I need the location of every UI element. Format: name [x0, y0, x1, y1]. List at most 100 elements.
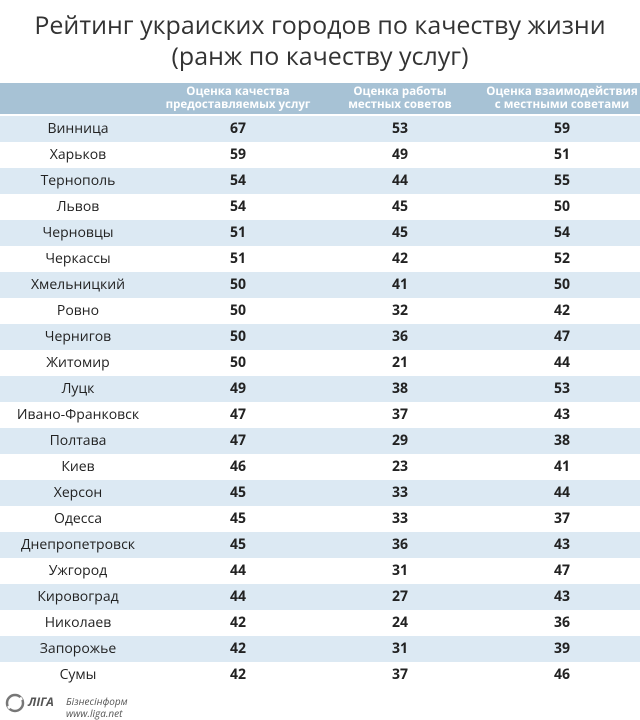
column-header-line: Оценка работы	[353, 84, 447, 99]
score-cell: 38	[391, 379, 408, 398]
city-cell: Херсон	[53, 483, 103, 502]
score-cell: 47	[553, 561, 570, 580]
table-row: Днепропетровск 45 36 43	[0, 532, 640, 558]
table-row: Сумы 42 37 46	[0, 662, 640, 688]
score-cell: 43	[553, 587, 570, 606]
footer: ЛIГА Бізнесінформ www.liga.net	[4, 690, 204, 720]
score-cell: 53	[391, 119, 408, 138]
score-cell: 59	[229, 145, 246, 164]
score-cell: 54	[553, 223, 570, 242]
city-cell: Львов	[56, 197, 100, 216]
city-cell: Луцк	[61, 379, 95, 398]
score-cell: 36	[391, 535, 408, 554]
table-row: Луцк 49 38 53	[0, 376, 640, 402]
score-cell: 21	[391, 353, 408, 372]
score-cell: 33	[391, 509, 408, 528]
score-cell: 50	[553, 275, 570, 294]
table-row: Хмельницкий 50 41 50	[0, 272, 640, 298]
score-cell: 49	[229, 379, 246, 398]
score-cell: 37	[391, 665, 408, 684]
table-row: Львов 54 45 50	[0, 194, 640, 220]
score-cell: 33	[391, 483, 408, 502]
city-cell: Винница	[47, 119, 109, 138]
score-cell: 41	[391, 275, 408, 294]
score-cell: 55	[553, 171, 570, 190]
table-row: Житомир 50 21 44	[0, 350, 640, 376]
table-row: Киев 46 23 41	[0, 454, 640, 480]
city-cell: Днепропетровск	[20, 535, 136, 554]
score-cell: 51	[229, 249, 246, 268]
city-cell: Киев	[61, 457, 95, 476]
score-cell: 50	[229, 275, 246, 294]
city-cell: Ивано-Франковск	[16, 405, 140, 424]
table-row: Черкассы 51 42 52	[0, 246, 640, 272]
logo-icon	[5, 693, 25, 713]
score-cell: 44	[229, 561, 246, 580]
city-cell: Полтава	[49, 431, 107, 450]
score-cell: 50	[229, 327, 246, 346]
score-cell: 42	[229, 613, 246, 632]
score-cell: 45	[229, 509, 246, 528]
score-cell: 50	[553, 197, 570, 216]
score-cell: 67	[229, 119, 246, 138]
table-row: Харьков 59 49 51	[0, 142, 640, 168]
city-cell: Хмельницкий	[30, 275, 126, 294]
score-cell: 37	[553, 509, 570, 528]
score-cell: 42	[391, 249, 408, 268]
city-cell: Харьков	[49, 145, 107, 164]
column-header-line: местных советов	[348, 97, 452, 112]
score-cell: 54	[229, 171, 246, 190]
score-cell: 49	[391, 145, 408, 164]
city-cell: Тернополь	[40, 171, 116, 190]
table-row: Запорожье 42 31 39	[0, 636, 640, 662]
column-header: Оценка качества предоставляемых услуг	[148, 85, 328, 111]
score-cell: 44	[553, 353, 570, 372]
column-header-line: Оценка взаимодействия	[486, 84, 638, 99]
score-cell: 46	[553, 665, 570, 684]
score-cell: 52	[553, 249, 570, 268]
score-cell: 44	[553, 483, 570, 502]
table-body: Винница 67 53 59 Харьков 59 49 51 Тернополь 54 44 5…	[0, 116, 640, 688]
score-cell: 51	[229, 223, 246, 242]
city-cell: Ужгород	[48, 561, 108, 580]
table-row: Черновцы 51 45 54	[0, 220, 640, 246]
table-header: Оценка качества предоставляемых услуг Оцен…	[0, 83, 640, 114]
city-cell: Сумы	[59, 665, 97, 684]
score-cell: 24	[391, 613, 408, 632]
score-cell: 42	[553, 301, 570, 320]
score-cell: 23	[391, 457, 408, 476]
city-cell: Николаев	[44, 613, 112, 632]
table-row: Одесса 45 33 37	[0, 506, 640, 532]
table-row: Ровно 50 32 42	[0, 298, 640, 324]
url: www.liga.net	[66, 706, 123, 720]
column-header: Оценка взаимодействия с местными советами	[472, 85, 640, 111]
column-header-line: Оценка качества	[186, 84, 290, 99]
table-row: Винница 67 53 59	[0, 116, 640, 142]
score-cell: 46	[229, 457, 246, 476]
score-cell: 43	[553, 405, 570, 424]
title: Рейтинг украиских городов по качеству жи…	[0, 10, 640, 72]
title-line: (ранж по качеству услуг)	[171, 39, 469, 73]
city-cell: Житомир	[46, 353, 110, 372]
score-cell: 44	[229, 587, 246, 606]
title-line: Рейтинг украиских городов по качеству жи…	[34, 8, 606, 42]
city-cell: Ровно	[56, 301, 100, 320]
logo: ЛIГА	[28, 693, 54, 710]
score-cell: 29	[391, 431, 408, 450]
score-cell: 37	[391, 405, 408, 424]
table-row: Херсон 45 33 44	[0, 480, 640, 506]
score-cell: 45	[229, 535, 246, 554]
score-cell: 45	[391, 223, 408, 242]
table-row: Николаев 42 24 36	[0, 610, 640, 636]
score-cell: 42	[229, 665, 246, 684]
score-cell: 50	[229, 301, 246, 320]
table-row: Полтава 47 29 38	[0, 428, 640, 454]
score-cell: 50	[229, 353, 246, 372]
table-row: Кировоград 44 27 43	[0, 584, 640, 610]
score-cell: 42	[229, 639, 246, 658]
score-cell: 44	[391, 171, 408, 190]
score-cell: 39	[553, 639, 570, 658]
column-header: Оценка работы местных советов	[310, 85, 490, 111]
score-cell: 45	[229, 483, 246, 502]
column-header-line: с местными советами	[494, 97, 630, 112]
